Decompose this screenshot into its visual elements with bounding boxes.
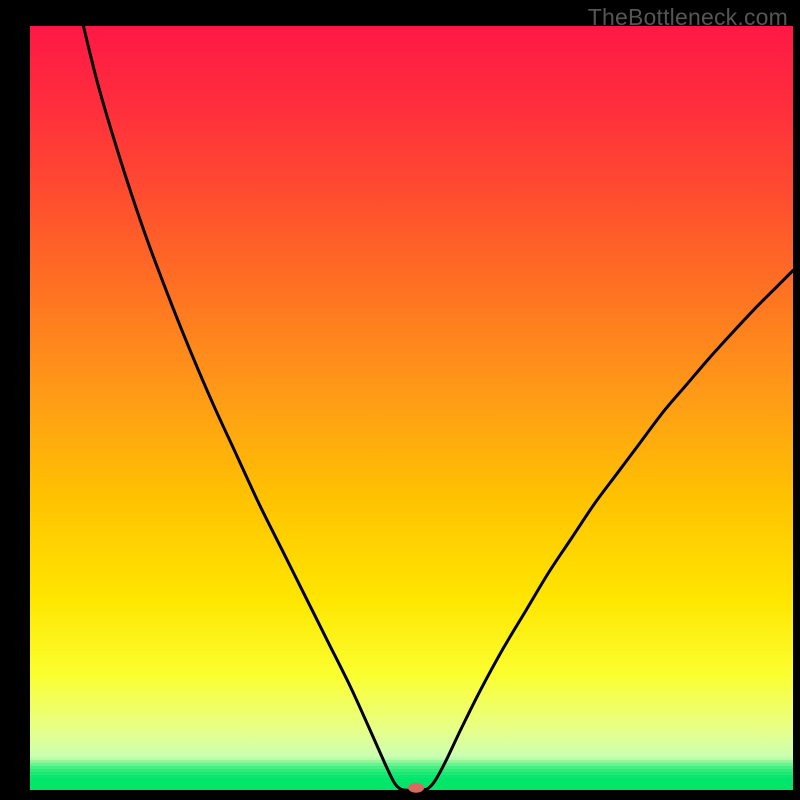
bottleneck-chart: TheBottleneck.com: [0, 0, 800, 800]
optimal-marker: [408, 783, 424, 793]
plot-background: [30, 26, 793, 790]
watermark-text: TheBottleneck.com: [588, 4, 788, 31]
chart-svg: [0, 0, 800, 800]
